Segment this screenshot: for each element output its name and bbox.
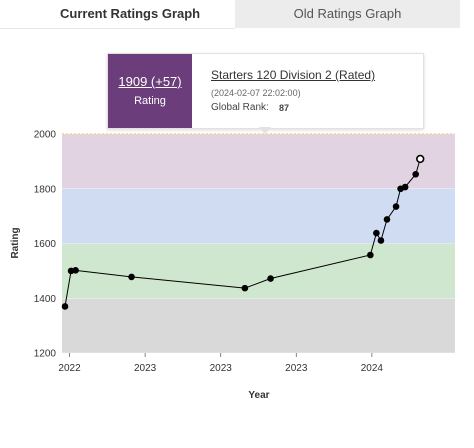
rating-badge-label: Rating [134, 95, 166, 107]
x-tick-label: 2023 [285, 363, 308, 374]
highlighted-point [416, 154, 425, 164]
data-point [61, 303, 69, 310]
x-axis-label: Year [248, 390, 269, 401]
y-tick-label: 1600 [34, 239, 57, 250]
y-axis-label: Rating [10, 227, 21, 258]
tab-old-label: Old Ratings Graph [293, 6, 402, 21]
rating-change-link[interactable]: 1909 (+57) [118, 74, 182, 89]
data-point [373, 229, 380, 237]
x-tick-label: 2023 [134, 363, 157, 374]
rating-band [62, 298, 455, 353]
rating-badge: 1909 (+57) Rating [108, 54, 192, 128]
x-tick-label: 2024 [361, 363, 384, 374]
data-point [241, 284, 249, 292]
data-point [128, 273, 135, 281]
tab-current-label: Current Ratings Graph [60, 6, 201, 21]
data-point [267, 275, 274, 282]
contest-time: (2024-02-07 22:02:00) [211, 88, 301, 98]
y-tick-label: 1400 [34, 294, 57, 305]
rating-band [62, 188, 455, 244]
y-tick-label: 1200 [34, 349, 57, 360]
contest-link[interactable]: Starters 120 Division 2 (Rated) [211, 68, 376, 82]
global-rank-value: 87 [279, 103, 290, 113]
tab-current-ratings-graph[interactable]: Current Ratings Graph [0, 0, 235, 29]
data-point [401, 183, 409, 191]
x-tick-label: 2022 [58, 363, 81, 374]
data-point [367, 251, 374, 259]
y-axis-ticks: 1200 1400 1600 1800 2000 [34, 130, 57, 360]
grid-lines [62, 133, 455, 354]
data-point [377, 237, 385, 244]
rating-band [62, 134, 455, 189]
tooltip-arrow [259, 127, 271, 134]
tab-old-ratings-graph[interactable]: Old Ratings Graph [235, 0, 460, 28]
global-rank-label: Global Rank: [211, 102, 269, 113]
data-point [412, 170, 420, 178]
x-axis-ticks: 2022 2023 2023 2023 2024 [58, 353, 383, 374]
y-tick-label: 2000 [34, 130, 57, 141]
rating-band [62, 243, 455, 299]
contest-tooltip: 1909 (+57) Rating Starters 120 Division … [107, 53, 424, 129]
x-tick-label: 2023 [210, 363, 233, 374]
data-point [383, 216, 391, 223]
data-point [392, 203, 400, 210]
rating-series [61, 154, 425, 310]
ratings-tabs: Current Ratings Graph Old Ratings Graph [0, 0, 474, 29]
y-tick-label: 1800 [34, 184, 57, 195]
data-point [72, 267, 79, 274]
